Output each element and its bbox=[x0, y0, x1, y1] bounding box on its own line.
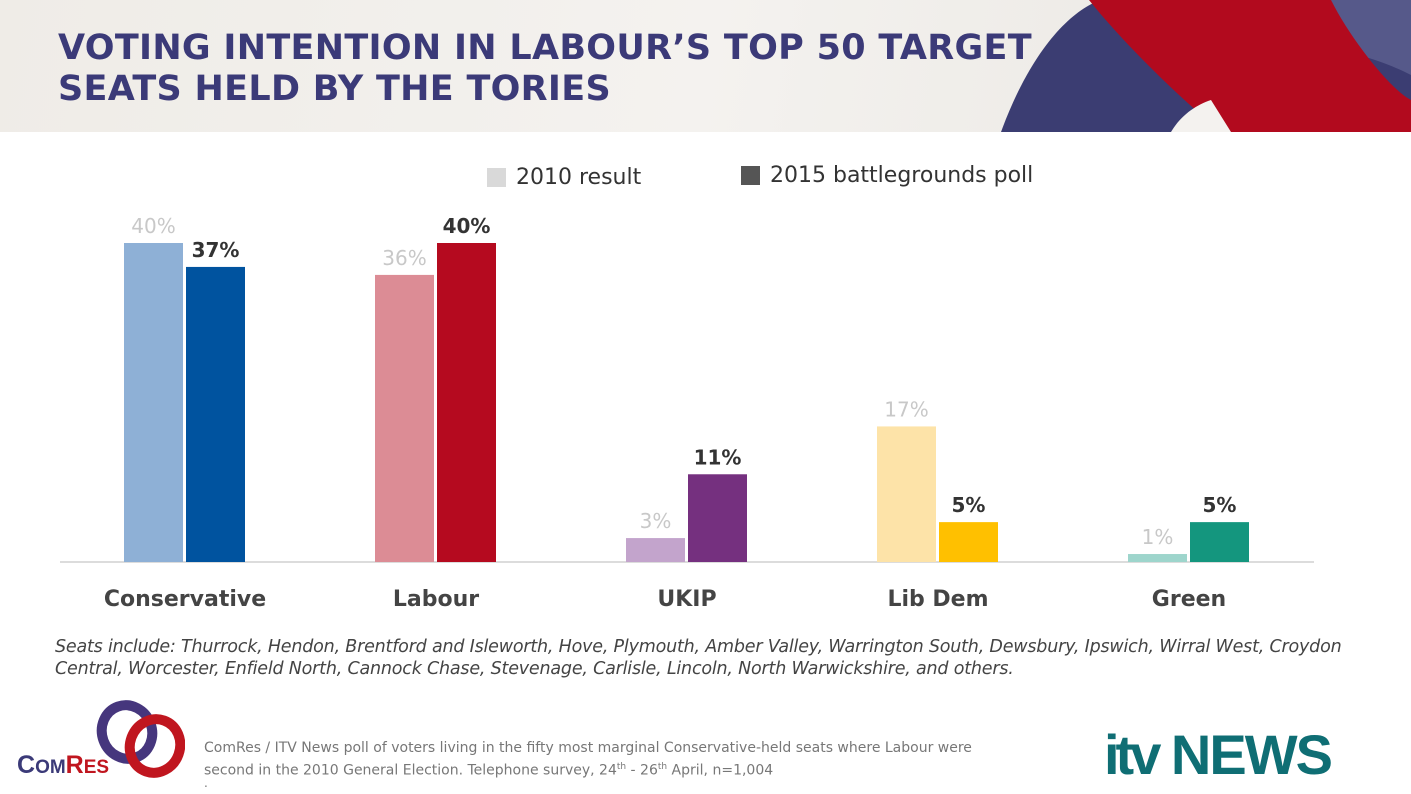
legend-swatch-2015 bbox=[741, 166, 760, 185]
bar-conservative-2010 bbox=[124, 243, 183, 562]
category-label: Green bbox=[1152, 587, 1226, 612]
bar-green-2015 bbox=[1190, 522, 1249, 562]
title-line-1: VOTING INTENTION IN LABOUR’S TOP 50 TARG… bbox=[58, 28, 1032, 68]
category-label: Labour bbox=[393, 587, 479, 612]
source-line-2: second in the 2010 General Election. Tel… bbox=[204, 758, 972, 781]
data-label: 40% bbox=[131, 214, 175, 238]
category-label: UKIP bbox=[657, 587, 716, 612]
svg-text:COMRES: COMRES bbox=[17, 751, 109, 779]
itv-news-logo: itv NEWS bbox=[1104, 722, 1333, 787]
bar-ukip-2015 bbox=[688, 474, 747, 562]
source-sup-2: th bbox=[657, 762, 668, 772]
data-label: 37% bbox=[192, 238, 240, 262]
data-label: 1% bbox=[1142, 525, 1174, 549]
page-title: VOTING INTENTION IN LABOUR’S TOP 50 TARG… bbox=[58, 28, 1032, 110]
data-label: 11% bbox=[694, 445, 742, 469]
bar-conservative-2015 bbox=[186, 266, 245, 562]
source-line-2a: second in the 2010 General Election. Tel… bbox=[204, 762, 617, 779]
data-label: 40% bbox=[443, 214, 491, 238]
legend-item-2010: 2010 result bbox=[487, 165, 641, 190]
legend-item-2015: 2015 battlegrounds poll bbox=[741, 163, 1033, 188]
source-text: ComRes / ITV News poll of voters living … bbox=[204, 739, 972, 781]
data-label: 36% bbox=[382, 246, 426, 270]
legend-label-2010: 2010 result bbox=[516, 165, 642, 190]
category-label: Lib Dem bbox=[887, 587, 988, 612]
bar-ukip-2010 bbox=[626, 538, 685, 562]
bar-labour-2015 bbox=[437, 243, 496, 562]
source-dot: . bbox=[204, 776, 208, 790]
title-line-2: SEATS HELD BY THE TORIES bbox=[58, 69, 611, 109]
category-label: Conservative bbox=[104, 587, 266, 612]
data-label: 17% bbox=[884, 397, 928, 421]
bar-lib-dem-2010 bbox=[877, 426, 936, 562]
comres-logo: COMRES bbox=[15, 700, 186, 786]
data-label: 5% bbox=[1203, 493, 1237, 517]
source-line-2b: - 26 bbox=[626, 762, 658, 779]
bar-green-2010 bbox=[1128, 554, 1187, 562]
source-line-1: ComRes / ITV News poll of voters living … bbox=[204, 740, 972, 756]
bar-lib-dem-2015 bbox=[939, 522, 998, 562]
bar-labour-2010 bbox=[375, 274, 434, 562]
itv-logo-itv: itv bbox=[1104, 723, 1161, 786]
decorative-swoosh bbox=[1001, 0, 1411, 132]
legend-swatch-2010 bbox=[487, 168, 506, 187]
data-label: 3% bbox=[640, 509, 672, 533]
header-banner: VOTING INTENTION IN LABOUR’S TOP 50 TARG… bbox=[0, 0, 1411, 132]
source-sup-1: th bbox=[616, 762, 627, 772]
seats-note: Seats include: Thurrock, Hendon, Brentfo… bbox=[55, 637, 1342, 679]
itv-logo-news: NEWS bbox=[1170, 723, 1333, 786]
source-line-2c: April, n=1,004 bbox=[667, 762, 774, 779]
legend-label-2015: 2015 battlegrounds poll bbox=[770, 163, 1034, 188]
data-label: 5% bbox=[952, 493, 986, 517]
bar-chart: 40% 37% Conservative 36% 40% Labour 3% 11% UKIP 1… bbox=[60, 214, 1314, 612]
